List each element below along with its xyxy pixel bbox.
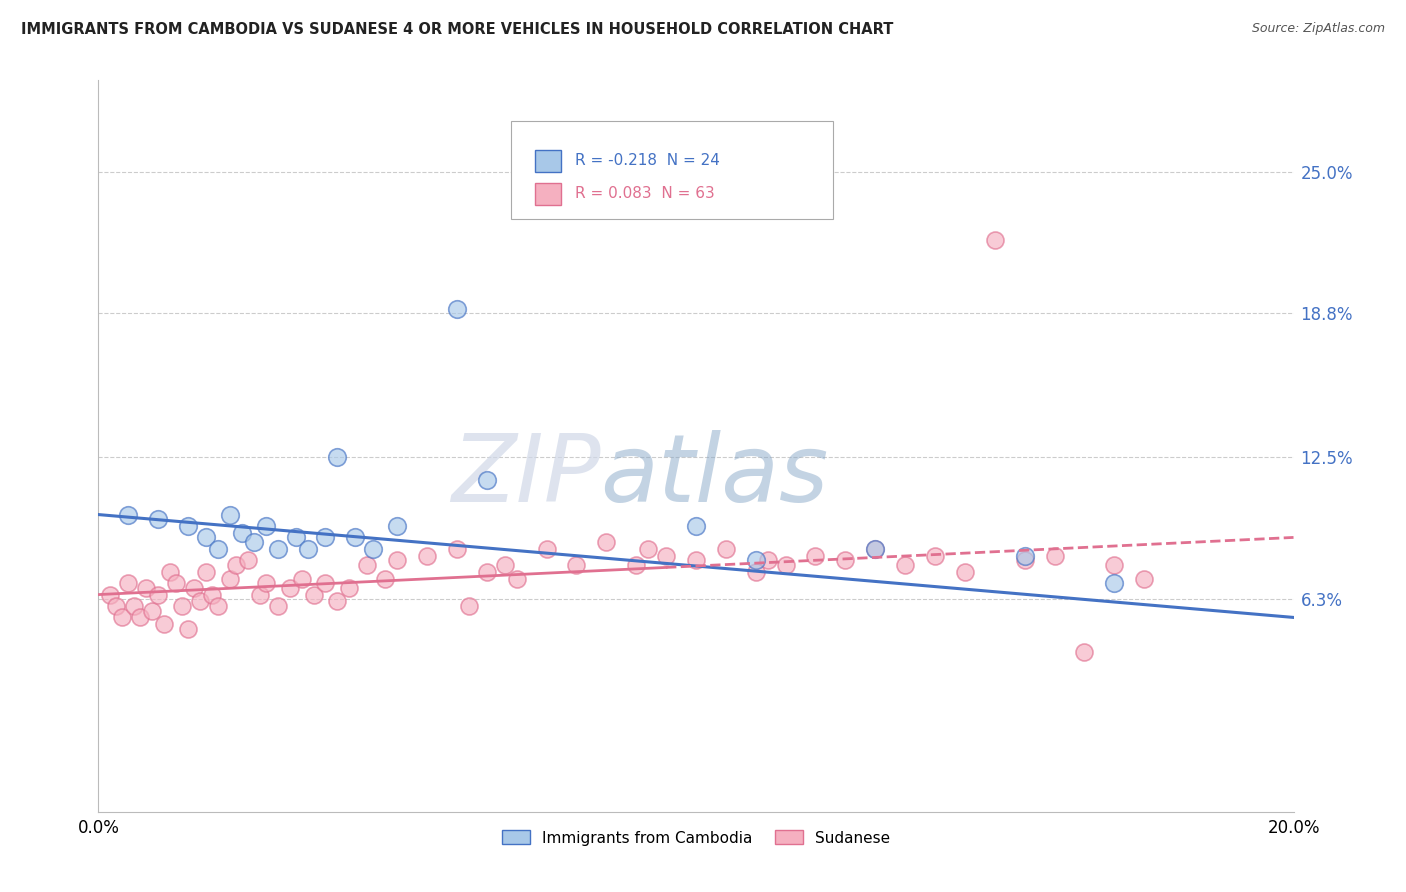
Point [385, 519, 409, 533]
Point [326, 594, 349, 608]
Point [1073, 645, 1095, 659]
Point [637, 541, 659, 556]
Point [297, 541, 319, 556]
Point [165, 576, 187, 591]
Point [117, 508, 139, 522]
Point [135, 581, 157, 595]
Point [284, 530, 307, 544]
Point [219, 508, 242, 522]
Point [446, 301, 468, 316]
Point [344, 530, 367, 544]
Point [756, 553, 779, 567]
Point [953, 565, 976, 579]
FancyBboxPatch shape [510, 120, 834, 219]
Point [302, 588, 325, 602]
Point [117, 576, 139, 591]
Point [188, 594, 211, 608]
Point [356, 558, 378, 572]
Point [326, 450, 349, 465]
Point [219, 572, 242, 586]
Point [153, 617, 176, 632]
Text: Source: ZipAtlas.com: Source: ZipAtlas.com [1251, 22, 1385, 36]
Point [536, 541, 558, 556]
Point [124, 599, 146, 613]
Point [1014, 553, 1036, 567]
Point [98, 588, 122, 602]
Point [254, 576, 277, 591]
Point [207, 599, 229, 613]
Point [225, 558, 247, 572]
Point [1133, 572, 1156, 586]
Point [416, 549, 439, 563]
Point [506, 572, 529, 586]
Point [148, 588, 170, 602]
Point [475, 473, 498, 487]
Point [685, 553, 707, 567]
Point [1104, 576, 1126, 591]
Point [685, 519, 707, 533]
Point [243, 535, 266, 549]
Point [207, 541, 229, 556]
Point [804, 549, 827, 563]
Point [834, 553, 856, 567]
Point [745, 565, 768, 579]
Point [714, 541, 737, 556]
Point [315, 530, 337, 544]
Point [363, 541, 385, 556]
Bar [534, 150, 561, 171]
Point [254, 519, 277, 533]
Point [105, 599, 128, 613]
Point [865, 541, 887, 556]
Point [201, 588, 224, 602]
Point [141, 603, 163, 617]
Point [183, 581, 205, 595]
Text: R = 0.083  N = 63: R = 0.083 N = 63 [575, 186, 716, 202]
Point [267, 541, 290, 556]
Legend: Immigrants from Cambodia, Sudanese: Immigrants from Cambodia, Sudanese [496, 824, 896, 852]
Point [291, 572, 314, 586]
Point [374, 572, 396, 586]
Point [339, 581, 361, 595]
Point [745, 553, 768, 567]
Point [177, 519, 200, 533]
Point [195, 565, 218, 579]
Point [315, 576, 337, 591]
Text: R = -0.218  N = 24: R = -0.218 N = 24 [575, 153, 720, 169]
Text: IMMIGRANTS FROM CAMBODIA VS SUDANESE 4 OR MORE VEHICLES IN HOUSEHOLD CORRELATION: IMMIGRANTS FROM CAMBODIA VS SUDANESE 4 O… [21, 22, 893, 37]
Point [267, 599, 290, 613]
Point [111, 610, 134, 624]
Point [195, 530, 218, 544]
Point [1014, 549, 1036, 563]
Point [236, 553, 259, 567]
Point [148, 512, 170, 526]
Text: atlas: atlas [600, 430, 828, 521]
Point [159, 565, 181, 579]
Point [655, 549, 678, 563]
Point [278, 581, 301, 595]
Point [458, 599, 481, 613]
Point [894, 558, 917, 572]
Point [231, 525, 253, 540]
Point [475, 565, 498, 579]
Point [172, 599, 194, 613]
Point [385, 553, 409, 567]
Point [595, 535, 617, 549]
Point [1043, 549, 1066, 563]
Point [129, 610, 152, 624]
Point [249, 588, 271, 602]
Point [775, 558, 797, 572]
Point [565, 558, 588, 572]
Point [1104, 558, 1126, 572]
Point [494, 558, 516, 572]
Point [865, 541, 887, 556]
Point [924, 549, 946, 563]
Point [984, 233, 1007, 247]
Text: ZIP: ZIP [451, 430, 600, 521]
Point [177, 622, 200, 636]
Bar [534, 183, 561, 204]
Point [626, 558, 648, 572]
Point [446, 541, 468, 556]
